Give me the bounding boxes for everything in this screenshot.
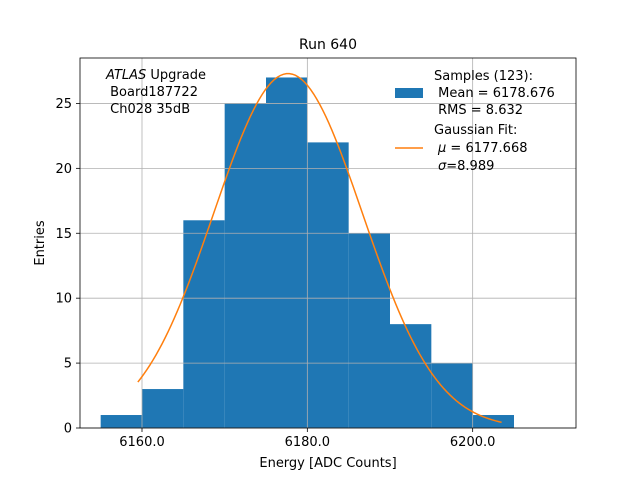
y-axis-ticks: 0 5 10 15 20 25 [55,97,80,437]
histogram-bar-1 [100,415,142,428]
annotation-channel: Ch028 35dB [106,102,190,117]
legend-mean-label: Mean = 6178.676 [434,86,555,101]
legend-samples-label: Samples (123): [434,69,533,84]
legend-fit-mu: μ = 6177.668 [437,141,527,156]
legend-swatch-histogram [395,88,423,98]
legend-fit-sigma: σ=8.989 [438,159,494,174]
histogram-bar-10 [472,415,514,428]
annotation-line-1: ATLAS Upgrade [105,68,206,83]
histogram-bars [100,77,514,428]
histogram-bar-4 [224,103,266,428]
plot-frame [79,57,577,429]
annotation-board: Board187722 [106,85,198,100]
histogram-bar-7 [348,233,390,428]
chart-title: Run 640 [299,37,357,53]
histogram-bar-8 [390,324,432,428]
legend: Samples (123): Mean = 6178.676 RMS = 8.6… [395,69,555,174]
x-tick-label-2: 6180.0 [285,435,331,450]
y-tick-label-3: 10 [55,292,72,307]
histogram-bar-3 [183,220,225,428]
histogram-bar-5 [266,77,308,428]
x-tick-label-1: 6160.0 [119,435,165,450]
x-tick-label-3: 6200.0 [450,435,496,450]
y-tick-label-5: 20 [55,162,72,177]
atlas-label: ATLAS [105,68,146,83]
histogram-bar-2 [142,389,184,428]
x-axis-label: Energy [ADC Counts] [259,456,396,471]
histogram-bar-6 [307,142,349,428]
y-axis-label: Entries [33,220,48,266]
y-tick-label-2: 5 [64,357,72,372]
y-tick-label-6: 25 [55,97,72,112]
gaussian-fit-curve [137,72,502,424]
atlas-annotation: ATLAS Upgrade Board187722 Ch028 35dB [105,68,206,117]
histogram-bar-9 [431,363,473,428]
legend-rms-label: RMS = 8.632 [434,103,523,118]
x-axis-ticks: 6160.0 6180.0 6200.0 [119,428,495,450]
y-tick-label-4: 15 [55,227,72,242]
upgrade-label: Upgrade [146,68,206,83]
legend-fit-label: Gaussian Fit: [434,123,517,138]
y-tick-label-1: 0 [64,422,72,437]
